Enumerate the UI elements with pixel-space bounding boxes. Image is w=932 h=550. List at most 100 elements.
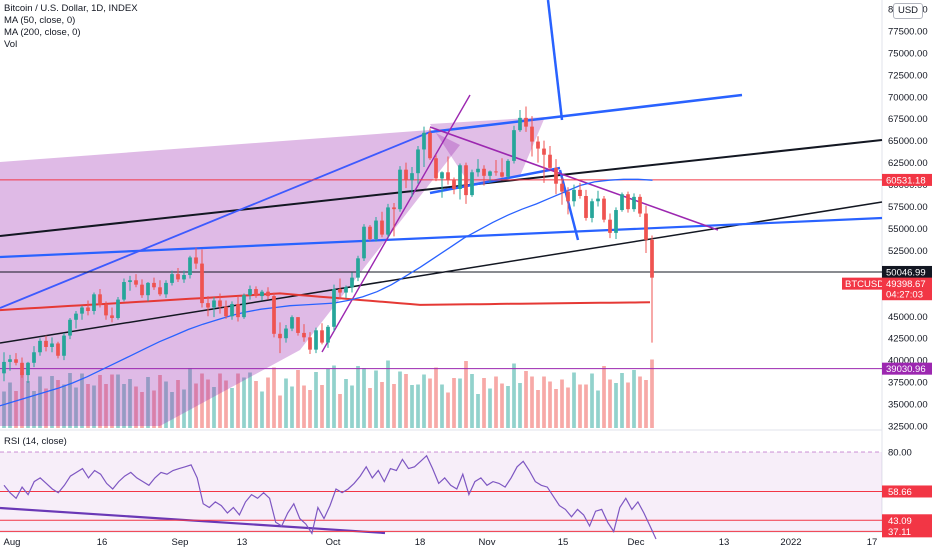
volume-bar bbox=[284, 378, 288, 428]
time-tick-label: Oct bbox=[326, 537, 341, 548]
candle-body bbox=[602, 198, 606, 220]
candle-body bbox=[296, 317, 300, 333]
rsi-tag: 43.09 bbox=[888, 516, 912, 527]
volume-bar bbox=[590, 373, 594, 428]
candle-body bbox=[398, 169, 402, 210]
time-tick-label: 2022 bbox=[780, 537, 801, 548]
candle-body bbox=[278, 333, 282, 339]
candle-body bbox=[368, 226, 372, 240]
volume-bar bbox=[32, 391, 36, 428]
blue-channel-bottom bbox=[429, 166, 561, 195]
candle-body bbox=[410, 173, 414, 181]
drawings bbox=[0, 0, 883, 535]
legend-ma200: MA (200, close, 0) bbox=[4, 27, 81, 38]
price-tick-label: 62500.00 bbox=[888, 158, 928, 169]
volume-bar bbox=[80, 373, 84, 428]
candle-body bbox=[644, 213, 648, 240]
candle-body bbox=[272, 296, 276, 334]
candle-body bbox=[224, 306, 228, 317]
candle-body bbox=[422, 132, 426, 150]
candle-body bbox=[164, 282, 168, 295]
volume-bar bbox=[212, 387, 216, 428]
volume-bars bbox=[2, 359, 654, 428]
candle-body bbox=[236, 303, 240, 318]
volume-bar bbox=[638, 376, 642, 428]
blue-trendline-rising bbox=[0, 131, 431, 309]
volume-bar bbox=[572, 372, 576, 428]
volume-bar bbox=[182, 389, 186, 428]
volume-bar bbox=[218, 373, 222, 428]
volume-bar bbox=[632, 370, 636, 428]
time-tick-label: 18 bbox=[415, 537, 426, 548]
volume-bar bbox=[368, 388, 372, 428]
volume-bar bbox=[320, 385, 324, 428]
time-tick-label: Aug bbox=[4, 537, 21, 548]
volume-bar bbox=[494, 376, 498, 428]
candle-body bbox=[194, 257, 198, 264]
candle-body bbox=[260, 291, 264, 297]
price-tag: 50046.99 bbox=[886, 267, 926, 278]
volume-bar bbox=[326, 369, 330, 428]
candle-body bbox=[482, 168, 486, 176]
price-tag: 49398.67 bbox=[886, 279, 926, 290]
time-tick-label: Nov bbox=[479, 537, 496, 548]
volume-bar bbox=[272, 367, 276, 428]
volume-bar bbox=[470, 374, 474, 428]
candle-body bbox=[374, 220, 378, 240]
candle-body bbox=[470, 172, 474, 196]
candle-body bbox=[584, 195, 588, 218]
blue-drop-line bbox=[558, 169, 580, 241]
price-tick-label: 57500.00 bbox=[888, 202, 928, 213]
candle-body bbox=[302, 332, 306, 338]
volume-bar bbox=[422, 374, 426, 428]
time-tick-label: 16 bbox=[97, 537, 108, 548]
blue-channel-top bbox=[429, 93, 743, 134]
volume-bar bbox=[536, 390, 540, 428]
price-tag: 39030.96 bbox=[886, 364, 926, 375]
candle-body bbox=[554, 167, 558, 184]
candle-body bbox=[122, 282, 126, 300]
volume-bar bbox=[176, 380, 180, 428]
blue-vertical-line bbox=[546, 0, 564, 121]
volume-bar bbox=[344, 379, 348, 428]
volume-bar bbox=[308, 390, 312, 428]
volume-bar bbox=[122, 384, 126, 428]
price-tick-label: 65000.00 bbox=[888, 136, 928, 147]
volume-bar bbox=[278, 395, 282, 428]
price-tick-label: 40000.00 bbox=[888, 356, 928, 367]
candle-body bbox=[38, 340, 42, 353]
candle-body bbox=[380, 220, 384, 235]
candle-body bbox=[92, 294, 96, 311]
candle-body bbox=[404, 169, 408, 181]
candle-body bbox=[14, 359, 18, 363]
price-tick-label: 67500.00 bbox=[888, 114, 928, 125]
volume-bar bbox=[554, 389, 558, 428]
candle-body bbox=[266, 291, 270, 297]
candle-body bbox=[620, 194, 624, 211]
volume-bar bbox=[86, 384, 90, 428]
volume-bar bbox=[242, 377, 246, 428]
candle-body bbox=[146, 282, 150, 296]
candle-body bbox=[626, 194, 630, 210]
volume-bar bbox=[410, 385, 414, 428]
candle-body bbox=[182, 275, 186, 280]
candle-body bbox=[26, 362, 30, 376]
rsi-line bbox=[3, 454, 657, 540]
price-tick-label: 70000.00 bbox=[888, 92, 928, 103]
volume-bar bbox=[128, 379, 132, 428]
currency-button[interactable]: USD bbox=[893, 3, 923, 19]
chart-legend: Bitcoin / U.S. Dollar, 1D, INDEX MA (50,… bbox=[4, 3, 138, 51]
volume-bar bbox=[332, 365, 336, 428]
candle-body bbox=[434, 158, 438, 179]
volume-bar bbox=[542, 376, 546, 428]
volume-bar bbox=[464, 361, 468, 428]
candle-body bbox=[80, 307, 84, 314]
rsi-tag-bg bbox=[882, 514, 932, 527]
price-tick-label: 55000.00 bbox=[888, 224, 928, 235]
volume-bar bbox=[446, 392, 450, 428]
candle-body bbox=[170, 274, 174, 283]
time-axis: Aug 16 Sep 13 Oct 18 Nov 15 Dec 13 2022 17 bbox=[4, 537, 878, 548]
candle-body bbox=[362, 226, 366, 259]
volume-bar bbox=[386, 360, 390, 428]
